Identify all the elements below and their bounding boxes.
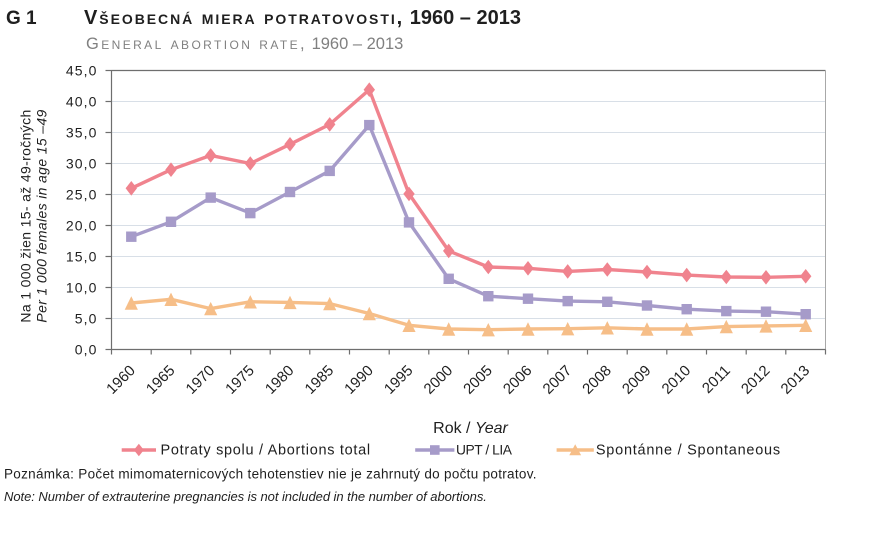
svg-text:2008: 2008	[579, 362, 615, 398]
svg-text:2007: 2007	[540, 362, 576, 398]
svg-text:General abortion rate, 1960 –: General abortion rate, 1960 – 2013	[86, 35, 403, 53]
svg-text:1960: 1960	[103, 362, 139, 398]
svg-text:Potraty spolu / Abortions tota: Potraty spolu / Abortions total	[161, 443, 371, 459]
svg-text:Per 1 000 females in age 15 –4: Per 1 000 females in age 15 –49	[34, 109, 50, 322]
svg-text:10,0: 10,0	[66, 279, 98, 295]
svg-text:Všeobecná miera potratovosti,: Všeobecná miera potratovosti, 1960 – 201…	[84, 7, 521, 29]
svg-text:15,0: 15,0	[66, 248, 98, 264]
svg-text:45,0: 45,0	[66, 62, 98, 78]
svg-text:1975: 1975	[222, 362, 258, 398]
svg-text:2000: 2000	[421, 362, 457, 398]
svg-text:2011: 2011	[699, 362, 734, 397]
svg-text:2010: 2010	[659, 362, 695, 398]
svg-text:35,0: 35,0	[66, 124, 98, 140]
svg-text:1965: 1965	[143, 362, 179, 398]
svg-text:5,0: 5,0	[75, 310, 98, 326]
svg-text:1985: 1985	[302, 362, 338, 398]
svg-text:UPT / LIA: UPT / LIA	[456, 443, 513, 458]
svg-text:Spontánne / Spontaneous: Spontánne / Spontaneous	[596, 443, 781, 459]
svg-text:25,0: 25,0	[66, 186, 98, 202]
svg-text:2009: 2009	[619, 362, 655, 398]
svg-text:Note: Number of extrauterine p: Note: Number of extrauterine pregnancies…	[4, 489, 487, 504]
svg-text:Na 1 000 žien 15- až 49-ročnýc: Na 1 000 žien 15- až 49-ročných	[17, 109, 33, 322]
svg-text:30,0: 30,0	[66, 155, 98, 171]
svg-text:2006: 2006	[500, 362, 536, 398]
svg-text:Poznámka: Počet mimomaternicov: Poznámka: Počet mimomaternicových tehote…	[4, 466, 537, 481]
svg-text:40,0: 40,0	[66, 93, 98, 109]
svg-text:Rok / Year: Rok / Year	[433, 420, 508, 437]
svg-text:1990: 1990	[341, 362, 377, 398]
svg-text:G 1: G 1	[6, 8, 37, 29]
svg-text:20,0: 20,0	[66, 217, 98, 233]
svg-text:0,0: 0,0	[75, 341, 98, 357]
svg-text:2005: 2005	[460, 362, 496, 398]
svg-text:1970: 1970	[183, 362, 219, 398]
svg-text:2012: 2012	[738, 362, 774, 398]
svg-text:2013: 2013	[778, 362, 814, 398]
svg-text:1980: 1980	[262, 362, 298, 398]
svg-text:1995: 1995	[381, 362, 417, 398]
